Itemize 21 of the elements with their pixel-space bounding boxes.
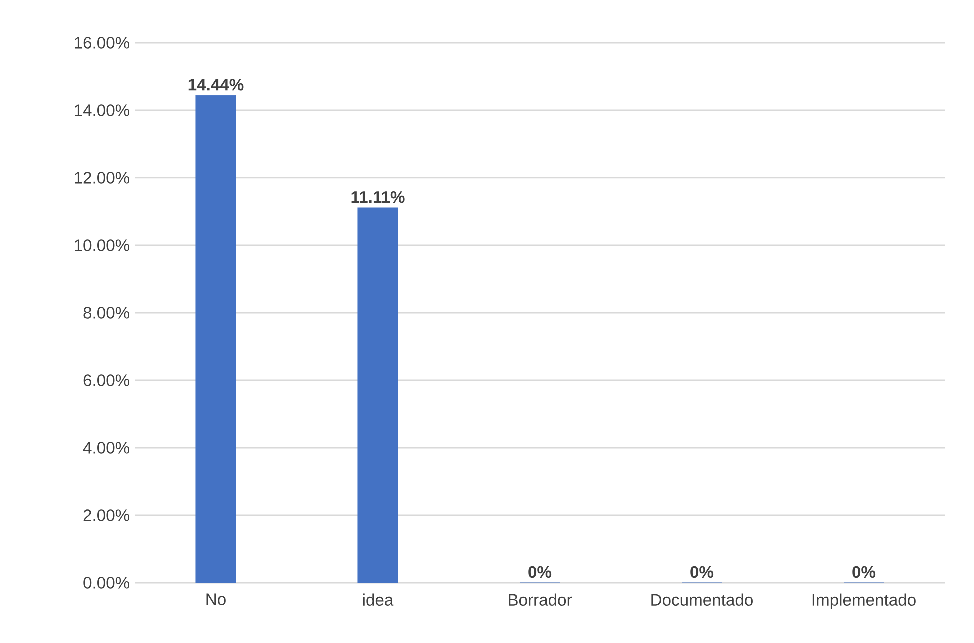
- data-label: 0%: [690, 566, 714, 578]
- y-tick-label: 0.00%: [84, 577, 130, 589]
- data-label: 14.44%: [188, 79, 244, 91]
- y-tick-label: 8.00%: [84, 307, 130, 319]
- y-tick-label: 10.00%: [75, 240, 130, 252]
- data-label: 0%: [528, 566, 552, 578]
- y-tick-label: 16.00%: [75, 37, 130, 49]
- x-tick-label: Documentado: [652, 594, 753, 606]
- y-tick-label: 6.00%: [84, 374, 130, 386]
- x-tick-label: Borrador: [509, 594, 572, 606]
- y-tick-label: 14.00%: [75, 104, 130, 116]
- y-tick-label: 12.00%: [75, 172, 130, 184]
- bar: [358, 208, 398, 584]
- x-tick-label: idea: [363, 594, 394, 606]
- data-label: 0%: [852, 566, 876, 578]
- y-tick-label: 4.00%: [83, 442, 130, 454]
- data-label: 11.11%: [352, 191, 405, 204]
- x-tick-label: Implementado: [812, 594, 916, 610]
- bar: [196, 95, 236, 584]
- y-tick-label: 2.00%: [84, 510, 130, 522]
- x-tick-label: No: [206, 594, 226, 606]
